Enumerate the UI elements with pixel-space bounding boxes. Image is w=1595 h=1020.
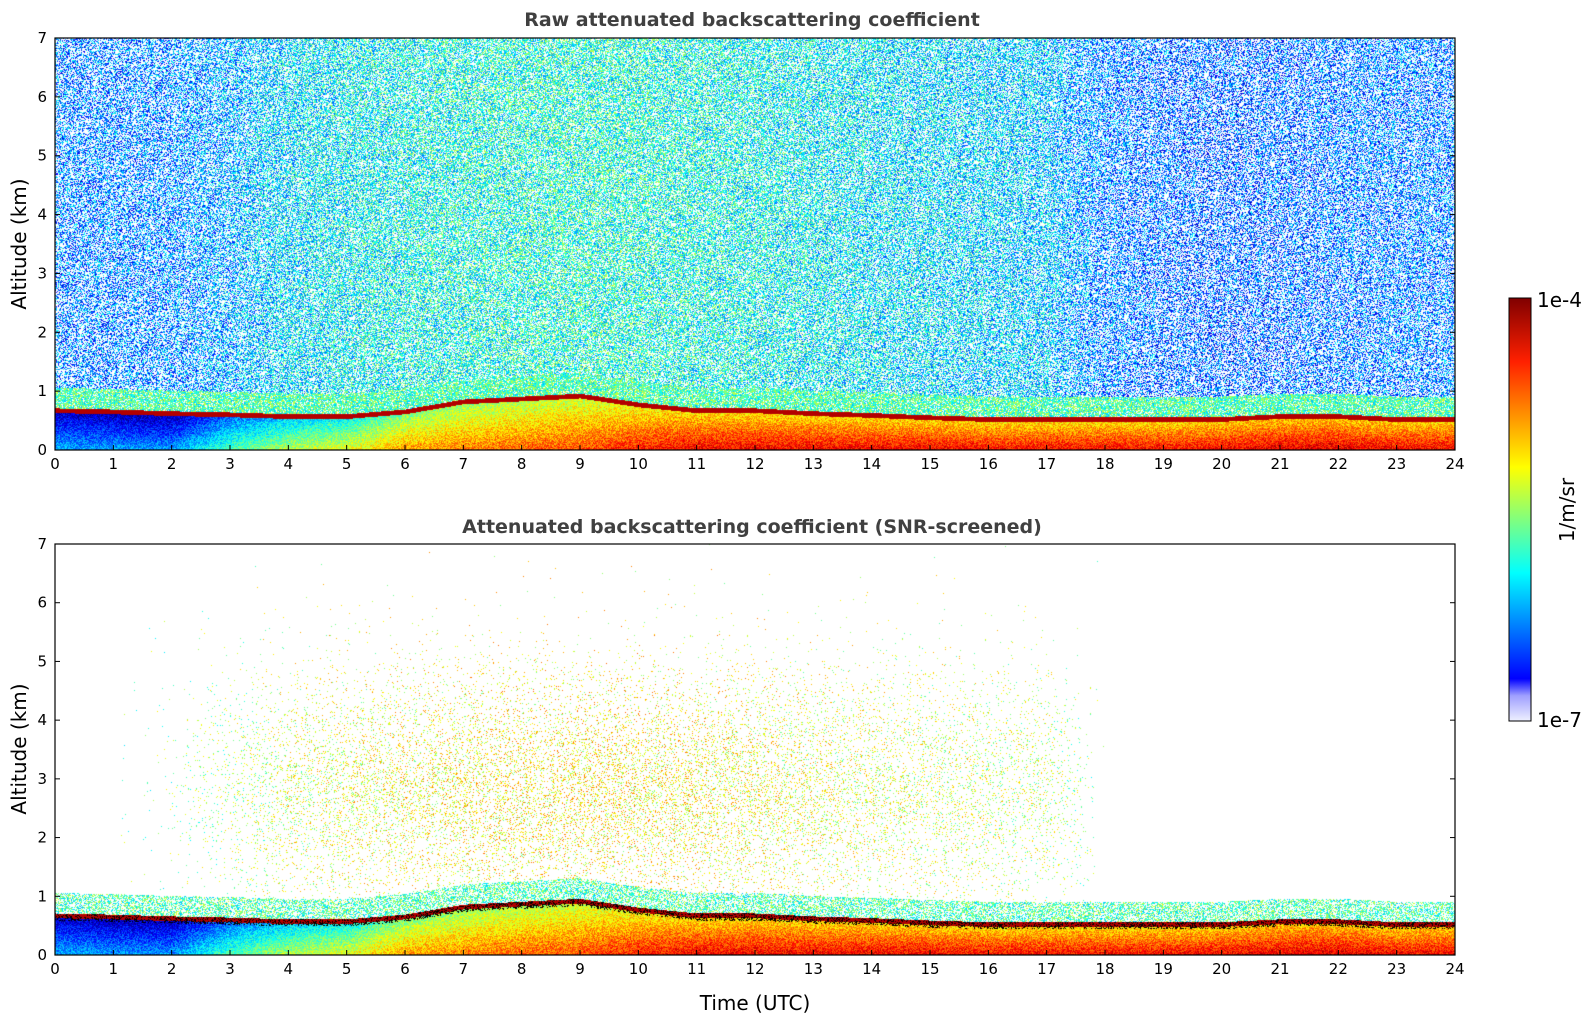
x-tick-label: 9: [575, 960, 585, 978]
x-tick-label: 4: [284, 455, 294, 473]
x-tick-label: 9: [575, 455, 585, 473]
y-tick-label: 6: [37, 88, 47, 106]
x-tick-label: 24: [1445, 960, 1464, 978]
x-tick-label: 14: [862, 455, 881, 473]
raw-backscatter-heatmap: [55, 38, 1455, 450]
x-tick-label: 5: [342, 960, 352, 978]
x-tick-label: 3: [225, 455, 235, 473]
x-tick-label: 18: [1095, 960, 1114, 978]
x-tick-label: 12: [745, 960, 764, 978]
x-tick-label: 16: [979, 960, 998, 978]
y-tick-label: 0: [37, 946, 47, 964]
x-tick-label: 8: [517, 455, 527, 473]
screened-backscatter-panel: Attenuated backscattering coefficient (S…: [7, 516, 1465, 1015]
colorbar-unit-label: 1/m/sr: [1555, 477, 1579, 542]
x-tick-label: 19: [1154, 960, 1173, 978]
y-tick-label: 6: [37, 594, 47, 612]
x-tick-label: 8: [517, 960, 527, 978]
x-tick-label: 21: [1270, 455, 1289, 473]
y-tick-label: 4: [37, 711, 47, 729]
y-tick-label: 3: [37, 770, 47, 788]
x-tick-label: 23: [1387, 455, 1406, 473]
screened-panel-ticks: 0 1 2 3 4 5 6 7 8 9 10 11 12 13 14 15 16 17 18 19 20 21 22 23 24…: [37, 535, 1464, 978]
y-tick-label: 7: [37, 29, 47, 47]
y-tick-label: 4: [37, 206, 47, 224]
x-tick-label: 3: [225, 960, 235, 978]
colorbar-max-label: 1e-4: [1537, 288, 1582, 312]
x-tick-label: 6: [400, 455, 410, 473]
x-tick-label: 19: [1154, 455, 1173, 473]
raw-backscatter-panel: Raw attenuated backscattering coefficien…: [7, 9, 1465, 473]
y-tick-label: 2: [37, 323, 47, 341]
screened-panel-y-axis-label: Altitude (km): [7, 683, 31, 814]
y-tick-label: 7: [37, 535, 47, 553]
x-tick-label: 20: [1212, 455, 1231, 473]
y-tick-label: 0: [37, 441, 47, 459]
x-tick-label: 14: [862, 960, 881, 978]
y-tick-label: 5: [37, 652, 47, 670]
colorbar-gradient: [1508, 297, 1532, 722]
x-tick-label: 20: [1212, 960, 1231, 978]
screened-backscatter-heatmap: [55, 544, 1455, 955]
x-tick-label: 0: [50, 960, 60, 978]
colorbar-min-label: 1e-7: [1537, 708, 1582, 732]
x-tick-label: 17: [1037, 455, 1056, 473]
x-tick-label: 1: [109, 960, 119, 978]
colorbar: 1e-4 1e-7 1/m/sr: [1508, 288, 1582, 732]
time-axis-label: Time (UTC): [699, 991, 811, 1015]
x-tick-label: 6: [400, 960, 410, 978]
raw-panel-y-axis-label: Altitude (km): [7, 178, 31, 309]
y-tick-label: 3: [37, 264, 47, 282]
x-tick-label: 11: [687, 455, 706, 473]
x-tick-label: 10: [629, 455, 648, 473]
y-tick-label: 2: [37, 829, 47, 847]
x-tick-label: 16: [979, 455, 998, 473]
y-tick-label: 1: [37, 887, 47, 905]
x-tick-label: 0: [50, 455, 60, 473]
y-tick-label: 5: [37, 147, 47, 165]
x-tick-label: 5: [342, 455, 352, 473]
x-tick-label: 15: [920, 455, 939, 473]
x-tick-label: 18: [1095, 455, 1114, 473]
x-tick-label: 23: [1387, 960, 1406, 978]
x-tick-label: 2: [167, 960, 177, 978]
x-tick-label: 13: [804, 960, 823, 978]
x-tick-label: 22: [1329, 455, 1348, 473]
x-tick-label: 15: [920, 960, 939, 978]
raw-panel-title: Raw attenuated backscattering coefficien…: [524, 9, 980, 31]
x-tick-label: 21: [1270, 960, 1289, 978]
x-tick-label: 11: [687, 960, 706, 978]
x-tick-label: 22: [1329, 960, 1348, 978]
screened-panel-title: Attenuated backscattering coefficient (S…: [462, 516, 1042, 538]
x-tick-label: 12: [745, 455, 764, 473]
x-tick-label: 2: [167, 455, 177, 473]
x-tick-label: 17: [1037, 960, 1056, 978]
x-tick-label: 4: [284, 960, 294, 978]
x-tick-label: 7: [459, 960, 469, 978]
x-tick-label: 24: [1445, 455, 1464, 473]
x-tick-label: 1: [109, 455, 119, 473]
raw-panel-ticks: 0 1 2 3 4 5 6 7 8 9 10 11 12 13 14 15 16 17 18 19 20 21 22 23 24…: [37, 29, 1464, 473]
x-tick-label: 7: [459, 455, 469, 473]
x-tick-label: 10: [629, 960, 648, 978]
y-tick-label: 1: [37, 382, 47, 400]
x-tick-label: 13: [804, 455, 823, 473]
